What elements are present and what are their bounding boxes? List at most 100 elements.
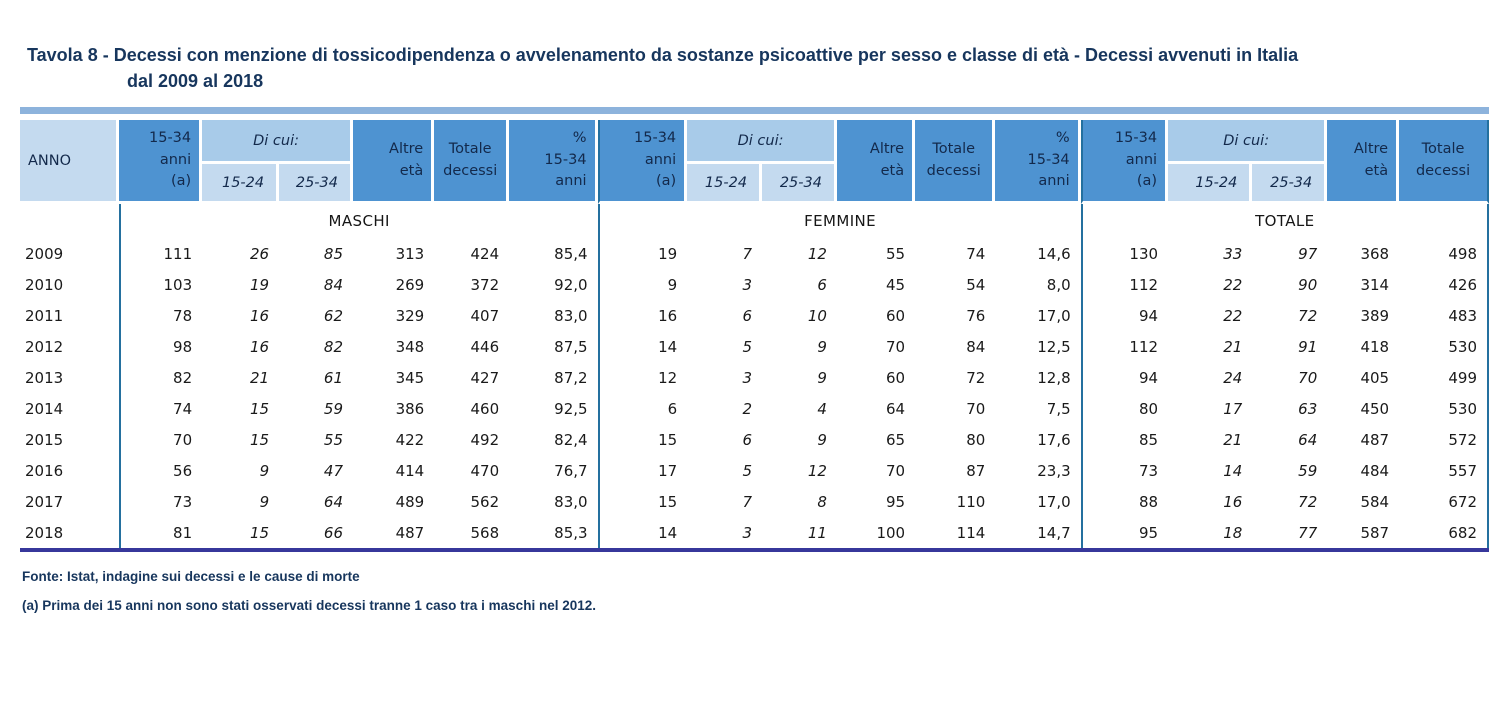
footnote-a: (a) Prima dei 15 anni non sono stati oss… (22, 598, 596, 613)
data-cell: 19 (250, 275, 270, 294)
data-cell: 7,5 (1046, 399, 1071, 418)
data-cell: 17,6 (1037, 430, 1071, 449)
table-row: 2013 82 21 61 345 427 87,2 12 3 9 60 72 12,8 94 24 70 40… (20, 362, 1489, 393)
year-cell: 2009 (25, 244, 64, 263)
data-cell: 499 (1399, 362, 1489, 393)
data-cell: 9 (597, 269, 688, 300)
data-cell: 90 (1298, 275, 1318, 294)
data-cell: 12 (597, 362, 688, 393)
data-cell: 405 (1360, 368, 1390, 387)
data-cell: 450 (1360, 399, 1390, 418)
data-cell: 70 (886, 461, 906, 480)
year-cell: 2015 (25, 430, 64, 449)
data-cell: 55 (323, 430, 343, 449)
data-cell: 24 (1223, 368, 1243, 387)
data-cell: 16 (597, 300, 688, 331)
data-cell: 487 (1360, 430, 1390, 449)
data-cell: 22 (1223, 275, 1243, 294)
data-cell: 17,0 (1037, 492, 1071, 511)
data-cell: 9 (259, 461, 270, 480)
year-cell: 2010 (25, 275, 64, 294)
table-top-divider (20, 107, 1489, 114)
data-cell: 95 (886, 492, 906, 511)
data-cell: 85,3 (554, 523, 588, 542)
data-cell: 54 (966, 275, 986, 294)
table-body: 2009 111 26 85 313 424 85,4 19 7 12 55 74 14,6 130 33 9… (20, 238, 1489, 548)
data-cell: 17,0 (1037, 306, 1071, 325)
data-cell: 76,7 (554, 461, 588, 480)
data-cell: 4 (817, 399, 827, 418)
data-cell: 487 (395, 523, 425, 542)
data-cell: 414 (395, 461, 425, 480)
data-cell: 682 (1399, 517, 1489, 548)
table-header-row-2: 15-24 25-34 15-24 25-34 15-24 25-34 (20, 164, 1489, 204)
data-cell: 78 (118, 300, 202, 331)
col-header-15-34-anni-f: 15-34 anni (a) (597, 120, 688, 204)
col-header-di-cui-t: Di cui: (1168, 120, 1328, 164)
year-cell: 2018 (25, 523, 64, 542)
data-cell: 9 (817, 337, 827, 356)
col-header-altre-eta-f: Altre età (836, 120, 916, 204)
data-cell: 17 (1223, 399, 1243, 418)
data-cell: 8,0 (1046, 275, 1071, 294)
data-cell: 94 (1080, 300, 1168, 331)
data-cell: 85,4 (554, 244, 588, 263)
data-cell: 470 (470, 461, 500, 480)
data-cell: 15 (250, 523, 270, 542)
data-cell: 59 (323, 399, 343, 418)
data-cell: 557 (1399, 455, 1489, 486)
data-cell: 21 (1223, 430, 1243, 449)
data-cell: 14 (1223, 461, 1243, 480)
data-cell: 11 (807, 523, 827, 542)
data-cell: 72 (1298, 492, 1318, 511)
data-cell: 10 (807, 306, 827, 325)
data-cell: 3 (742, 523, 753, 542)
data-cell: 92,0 (554, 275, 588, 294)
data-cell: 672 (1399, 486, 1489, 517)
col-header-25-34-m: 25-34 (279, 164, 353, 204)
data-cell: 83,0 (554, 492, 588, 511)
data-cell: 14,6 (1037, 244, 1071, 263)
data-cell: 345 (395, 368, 425, 387)
data-cell: 15 (597, 424, 688, 455)
table-row: 2017 73 9 64 489 562 83,0 15 7 8 95 110 17,0 88 16 72 58… (20, 486, 1489, 517)
data-cell: 14 (597, 517, 688, 548)
data-cell: 83,0 (554, 306, 588, 325)
data-cell: 16 (250, 306, 270, 325)
data-cell: 3 (742, 368, 753, 387)
data-cell: 483 (1399, 300, 1489, 331)
data-cell: 87,2 (554, 368, 588, 387)
data-cell: 81 (118, 517, 202, 548)
data-cell: 82,4 (554, 430, 588, 449)
page-title-line1: Tavola 8 - Decessi con menzione di tossi… (27, 45, 1299, 65)
data-cell: 82 (323, 337, 343, 356)
data-cell: 114 (956, 523, 986, 542)
source-note: Fonte: Istat, indagine sui decessi e le … (22, 569, 360, 584)
data-cell: 85 (1080, 424, 1168, 455)
col-header-di-cui-f: Di cui: (687, 120, 837, 164)
data-cell: 94 (1080, 362, 1168, 393)
data-cell: 584 (1360, 492, 1390, 511)
table-row: 2011 78 16 62 329 407 83,0 16 6 10 60 76 17,0 94 22 72 3… (20, 300, 1489, 331)
data-cell: 60 (886, 306, 906, 325)
data-cell: 64 (323, 492, 343, 511)
data-cell: 407 (470, 306, 500, 325)
year-cell: 2012 (25, 337, 64, 356)
page-title: Tavola 8 - Decessi con menzione di tossi… (27, 42, 1489, 94)
year-cell: 2016 (25, 461, 64, 480)
data-cell: 82 (118, 362, 202, 393)
data-cell: 6 (597, 393, 688, 424)
data-cell: 98 (118, 331, 202, 362)
data-cell: 5 (742, 461, 753, 480)
data-cell: 12 (807, 461, 827, 480)
data-cell: 389 (1360, 306, 1390, 325)
col-header-pct-15-34-m: % 15-34 anni (509, 120, 598, 204)
data-cell: 530 (1399, 393, 1489, 424)
data-cell: 492 (470, 430, 500, 449)
data-cell: 77 (1298, 523, 1318, 542)
data-cell: 15 (250, 430, 270, 449)
section-label-totale: TOTALE (1080, 204, 1489, 238)
data-cell: 21 (250, 368, 270, 387)
data-cell: 63 (1298, 399, 1318, 418)
col-header-15-24-m: 15-24 (202, 164, 280, 204)
